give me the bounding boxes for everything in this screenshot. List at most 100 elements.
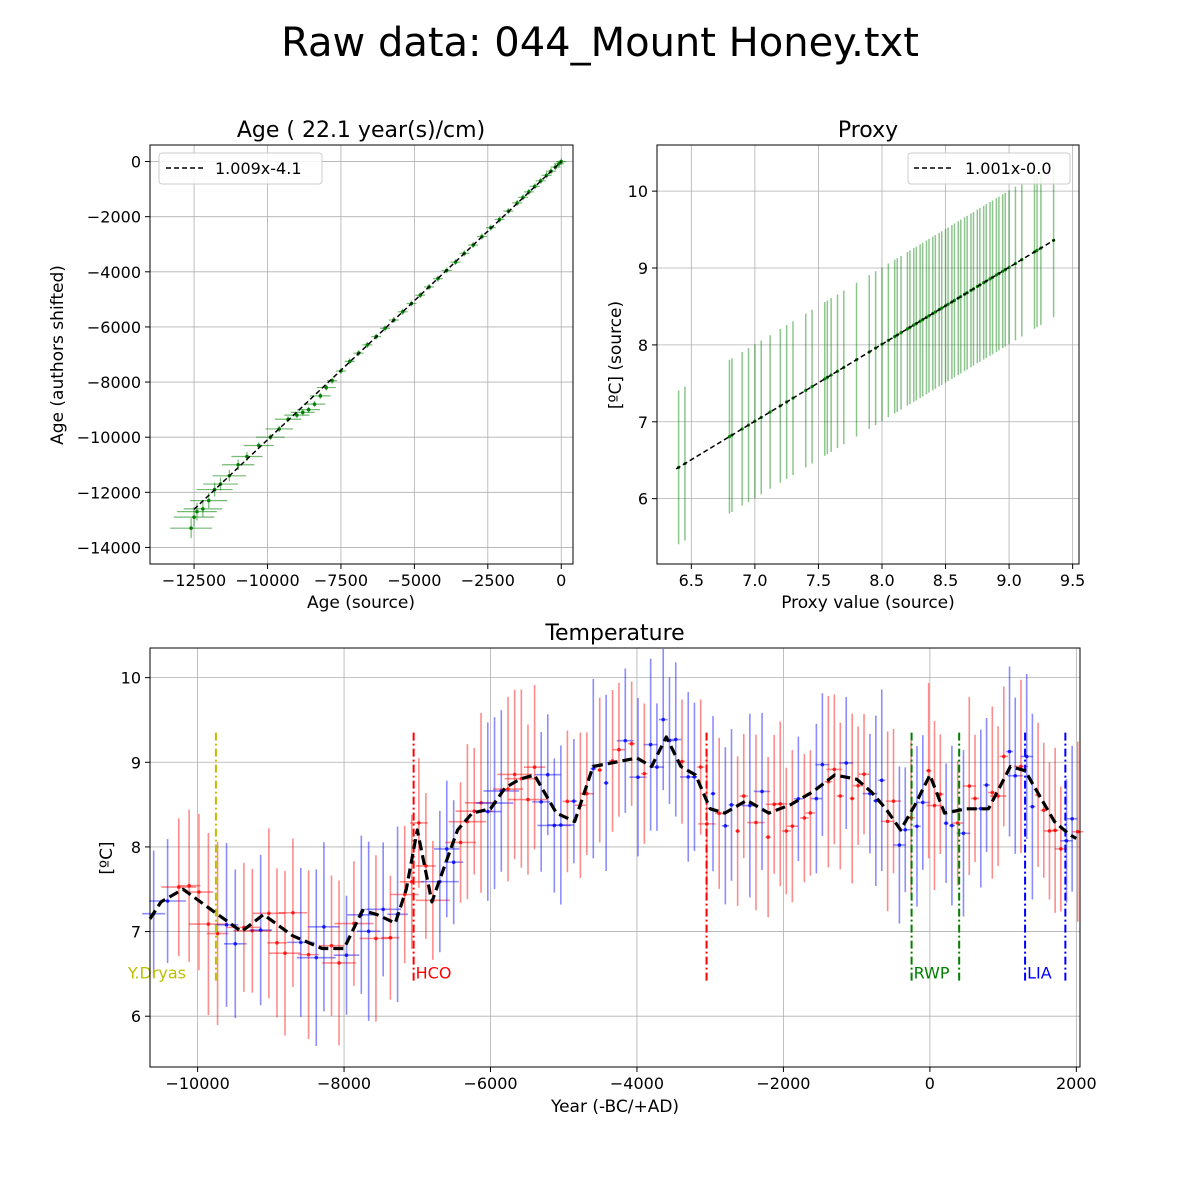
temperature-point [967, 784, 972, 788]
temperature-point [856, 783, 860, 788]
temperature-point [784, 829, 789, 833]
proxy-ytick-label: 8 [638, 336, 648, 355]
temperature-point [885, 819, 890, 824]
proxy-xtick-label: 8.5 [933, 571, 958, 590]
temperature-point [729, 803, 734, 807]
temperature-errorbars [142, 649, 1084, 1046]
age-point [318, 394, 323, 398]
proxy-ticks: 6.5 7.0 7.5 8.0 8.5 9.0 9.5 6 7 8 9 10 [628, 182, 1086, 590]
temperature-series-line [148, 735, 1078, 951]
temperature-point [565, 799, 570, 804]
temperature-point [1013, 773, 1018, 778]
event-label: RWP [914, 963, 950, 982]
proxy-marks [675, 163, 1056, 545]
temperature-point [506, 787, 510, 791]
proxy-ytick-label: 10 [628, 182, 648, 201]
age-ytick-label: −12000 [77, 483, 141, 502]
temperature-point [486, 809, 490, 814]
temperature-point [1041, 808, 1046, 813]
temperature-point [680, 759, 684, 764]
temperature-point [961, 831, 966, 836]
temperature-panel: Y.Dryas HCO RWP LIA −10000 −8000 −6000 −4000 −2… [97, 621, 1097, 1117]
temperature-point [938, 792, 943, 796]
age-point [557, 161, 561, 166]
age-ytick-label: −14000 [77, 538, 141, 557]
temperature-xtick-label: 0 [925, 1074, 935, 1093]
age-ytick-label: −6000 [87, 318, 141, 337]
temperature-point [814, 796, 819, 801]
temperature-point [879, 778, 884, 783]
temperature-xtick-label: 2000 [1056, 1074, 1097, 1093]
temperature-point [741, 794, 746, 798]
temperature-point [206, 922, 211, 926]
temperature-point [838, 794, 843, 798]
temperature-point [479, 800, 483, 805]
age-xtick-label: −7500 [314, 571, 368, 590]
proxy-xlabel: Proxy value (source) [781, 593, 955, 613]
figure-title: Raw data: 044_Mount Honey.txt [281, 20, 919, 66]
temperature-point [526, 797, 530, 802]
temperature-point [532, 765, 537, 769]
temperature-point [417, 821, 421, 825]
temperature-point [597, 768, 602, 772]
temperature-point [458, 840, 463, 845]
temperature-point [778, 801, 783, 806]
temperature-point [1007, 749, 1012, 754]
temperature-point [717, 811, 721, 816]
age-xtick-label: −10000 [235, 571, 299, 590]
temperature-point [698, 765, 703, 769]
age-point [306, 407, 311, 412]
age-point [201, 507, 205, 511]
event-label: Y.Dryas [127, 963, 186, 982]
age-point [195, 509, 199, 514]
age-marks [170, 158, 567, 539]
temperature-ytick-label: 9 [131, 753, 141, 772]
age-panel: −12500 −10000 −7500 −5000 −2500 0 −14000 −12000… [48, 118, 574, 613]
temperature-point [979, 806, 983, 811]
temperature-point [283, 951, 287, 955]
temperature-point [629, 741, 634, 746]
temperature-point [748, 803, 752, 808]
temperature-point [673, 737, 678, 742]
age-point [300, 410, 305, 415]
temperature-point [1076, 829, 1080, 834]
temperature-xtick-label: −8000 [317, 1074, 371, 1093]
proxy-ylabel: [ºC] (source) [606, 301, 626, 409]
age-point [206, 498, 211, 503]
temperature-point [766, 835, 770, 839]
temperature-point [754, 820, 758, 825]
proxy-point [905, 327, 910, 331]
temperature-point [165, 899, 170, 903]
proxy-ytick-label: 6 [638, 490, 648, 509]
temperature-point [306, 952, 311, 957]
temperature-point [661, 717, 666, 722]
temperature-point [291, 910, 295, 915]
age-ytick-label: 0 [131, 153, 141, 172]
temperature-point [1002, 754, 1006, 759]
temperature-point [735, 829, 740, 833]
age-point [312, 402, 317, 406]
proxy-xtick-label: 9.5 [1060, 571, 1085, 590]
temperature-point [1070, 816, 1074, 821]
temperature-point [337, 961, 341, 965]
temperature-point [932, 803, 937, 808]
temperature-point [258, 928, 263, 932]
temperature-point [760, 789, 764, 794]
temperature-point [388, 935, 393, 940]
temperature-point [926, 768, 931, 773]
temperature-xtick-label: −2000 [756, 1074, 810, 1093]
age-ytick-label: −2000 [87, 208, 141, 227]
proxy-fit-line [675, 238, 1056, 470]
temperature-point [539, 800, 543, 804]
temperature-point [176, 885, 181, 889]
temperature-grid [150, 648, 1080, 1067]
proxy-xtick-label: 6.5 [679, 571, 704, 590]
temperature-point [973, 796, 977, 801]
age-axes-frame [149, 144, 574, 565]
proxy-title: Proxy [838, 118, 898, 143]
age-fit-line [193, 161, 562, 510]
temperature-point [552, 823, 557, 828]
age-grid [150, 145, 573, 564]
age-point [324, 385, 329, 390]
temperature-point [686, 775, 691, 779]
